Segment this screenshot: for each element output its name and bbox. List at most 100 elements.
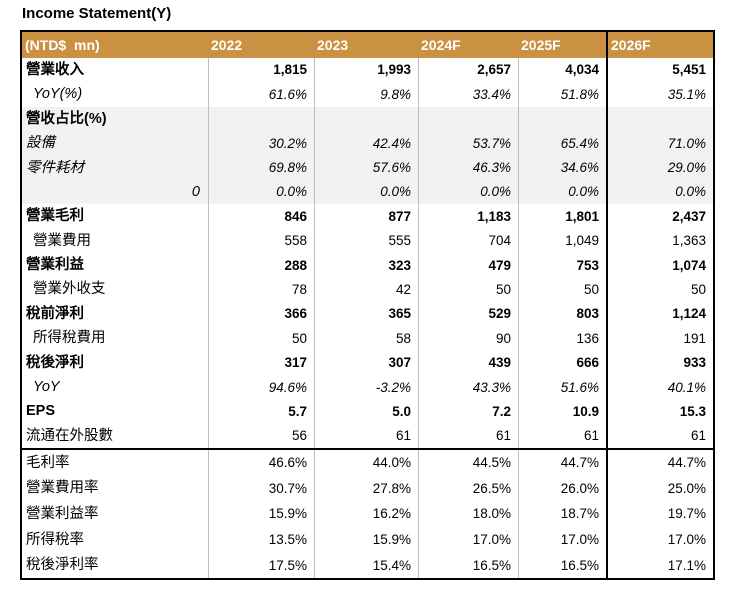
cell-value: 25.0% xyxy=(606,475,713,502)
cell-value: 803 xyxy=(518,301,606,327)
table-row: 零件耗材 69.8% 57.6% 46.3% 34.6% 29.0% xyxy=(22,155,713,180)
cell-value: 2,437 xyxy=(606,204,713,229)
table-row: 0 0.0% 0.0% 0.0% 0.0% 0.0% xyxy=(22,179,713,205)
cell-value: 13.5% xyxy=(208,527,314,553)
cell-value: 5.0 xyxy=(314,399,418,424)
cell-value: 53.7% xyxy=(418,131,518,156)
cell-value: 317 xyxy=(208,350,314,376)
cell-value: 704 xyxy=(418,228,518,254)
cell-value: 44.0% xyxy=(314,450,418,476)
cell-value: 61 xyxy=(518,423,606,449)
cell-value: 50 xyxy=(208,326,314,351)
table-row: 營業外收支 78 42 50 50 50 xyxy=(22,277,713,302)
cell-value: 1,074 xyxy=(606,253,713,278)
cell-value: 61 xyxy=(606,423,713,449)
table-header-row: (NTD$ mn) 2022 2023 2024F 2025F 2026F xyxy=(22,32,713,58)
cell-value: 846 xyxy=(208,204,314,229)
cell-value: 366 xyxy=(208,301,314,327)
cell-value: 9.8% xyxy=(314,82,418,107)
cell-value: 26.5% xyxy=(418,475,518,502)
cell-value: 191 xyxy=(606,326,713,351)
table-row: 所得稅率 13.5% 15.9% 17.0% 17.0% 17.0% xyxy=(22,527,713,553)
year-column-header: 2022 xyxy=(211,37,243,53)
row-label: 所得稅費用 xyxy=(33,330,106,347)
table-row: 營業毛利 846 877 1,183 1,801 2,437 xyxy=(22,204,713,229)
row-label: 流通在外股數 xyxy=(26,427,113,444)
cell-value: 30.7% xyxy=(208,475,314,502)
table-row: 所得稅費用 50 58 90 136 191 xyxy=(22,326,713,351)
year-column-header: 2026F xyxy=(606,32,713,58)
table-row: YoY 94.6% -3.2% 43.3% 51.6% 40.1% xyxy=(22,375,713,400)
cell-value xyxy=(208,106,314,132)
cell-value: 17.0% xyxy=(606,527,713,553)
row-label: 毛利率 xyxy=(26,454,70,471)
year-column-header: 2023 xyxy=(317,37,349,53)
row-label: 稅前淨利 xyxy=(26,305,84,322)
row-label: 營業收入 xyxy=(26,61,84,78)
cell-value: 94.6% xyxy=(208,375,314,400)
cell-value: 65.4% xyxy=(518,131,606,156)
cell-value: 40.1% xyxy=(606,375,713,400)
cell-value: 51.6% xyxy=(518,375,606,400)
row-label: 營業利益 xyxy=(26,257,84,274)
cell-value: 933 xyxy=(606,350,713,376)
cell-value: 0.0% xyxy=(518,179,606,205)
cell-value: 17.1% xyxy=(606,552,713,579)
cell-value: 34.6% xyxy=(518,155,606,180)
cell-value: 61 xyxy=(314,423,418,449)
cell-value: 17.5% xyxy=(208,552,314,579)
cell-value: 15.9% xyxy=(314,527,418,553)
unit-label: (NTD$ mn) xyxy=(25,37,100,53)
cell-value: 26.0% xyxy=(518,475,606,502)
cell-value: 57.6% xyxy=(314,155,418,180)
table-row: YoY(%) 61.6% 9.8% 33.4% 51.8% 35.1% xyxy=(22,82,713,107)
cell-value: 33.4% xyxy=(418,82,518,107)
table-row: EPS 5.7 5.0 7.2 10.9 15.3 xyxy=(22,399,713,424)
cell-value: 69.8% xyxy=(208,155,314,180)
cell-value: 10.9 xyxy=(518,399,606,424)
cell-value: 16.2% xyxy=(314,501,418,528)
cell-value: 439 xyxy=(418,350,518,376)
cell-value: 15.4% xyxy=(314,552,418,579)
cell-value: 753 xyxy=(518,253,606,278)
cell-value: 58 xyxy=(314,326,418,351)
cell-value: 35.1% xyxy=(606,82,713,107)
cell-value: 17.0% xyxy=(518,527,606,553)
cell-value: 46.3% xyxy=(418,155,518,180)
year-column-header: 2024F xyxy=(421,37,461,53)
table-row: 營業費用 558 555 704 1,049 1,363 xyxy=(22,228,713,254)
year-column-header: 2025F xyxy=(521,37,561,53)
cell-value: 1,049 xyxy=(518,228,606,254)
cell-value: 16.5% xyxy=(418,552,518,579)
cell-value: 15.9% xyxy=(208,501,314,528)
cell-value: 16.5% xyxy=(518,552,606,579)
cell-value: 1,815 xyxy=(208,58,314,83)
cell-value: 529 xyxy=(418,301,518,327)
cell-value: 27.8% xyxy=(314,475,418,502)
cell-value: 323 xyxy=(314,253,418,278)
cell-value: 90 xyxy=(418,326,518,351)
cell-value: 0.0% xyxy=(418,179,518,205)
cell-value xyxy=(418,106,518,132)
cell-value: 61 xyxy=(418,423,518,449)
cell-value: 1,363 xyxy=(606,228,713,254)
table-row: 設備 30.2% 42.4% 53.7% 65.4% 71.0% xyxy=(22,131,713,156)
cell-value: 0.0% xyxy=(606,179,713,205)
cell-value: 479 xyxy=(418,253,518,278)
cell-value: 46.6% xyxy=(208,450,314,476)
row-label: 營業毛利 xyxy=(26,208,84,225)
cell-value: 42 xyxy=(314,277,418,302)
cell-value: 5.7 xyxy=(208,399,314,424)
table-row: 營業利益 288 323 479 753 1,074 xyxy=(22,253,713,278)
cell-value: 61.6% xyxy=(208,82,314,107)
cell-value: 558 xyxy=(208,228,314,254)
table-row: 稅後淨利 317 307 439 666 933 xyxy=(22,350,713,376)
cell-value: 71.0% xyxy=(606,131,713,156)
page-title: Income Statement(Y) xyxy=(22,5,172,22)
table-row: 稅前淨利 366 365 529 803 1,124 xyxy=(22,301,713,327)
cell-value: 50 xyxy=(518,277,606,302)
cell-value: 56 xyxy=(208,423,314,449)
cell-value: 51.8% xyxy=(518,82,606,107)
cell-value: 0.0% xyxy=(208,179,314,205)
